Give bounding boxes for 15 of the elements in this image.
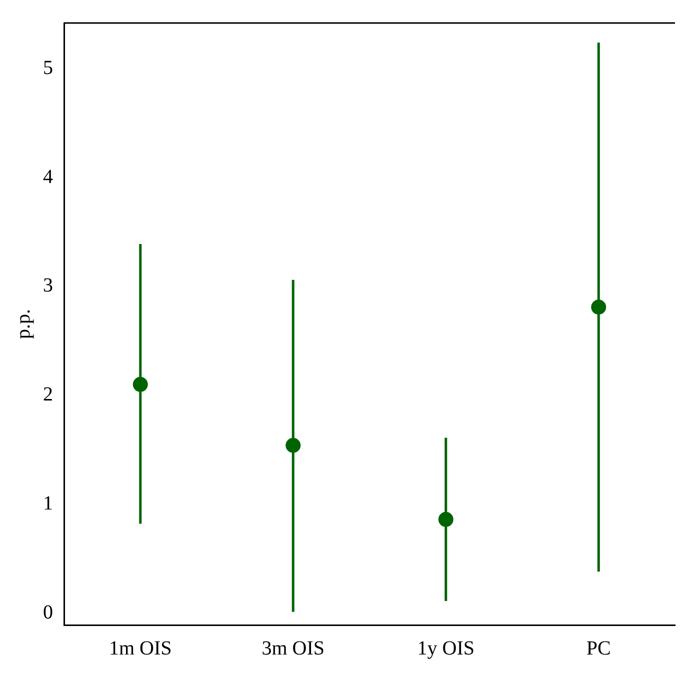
point bbox=[438, 512, 454, 527]
x-tick-label: 1y OIS bbox=[417, 637, 474, 660]
y-tick-label: 4 bbox=[43, 166, 53, 188]
y-axis-title: p.p. bbox=[12, 309, 34, 339]
point bbox=[286, 438, 301, 453]
x-tick-label: 3m OIS bbox=[262, 637, 325, 660]
y-tick-label: 0 bbox=[43, 601, 53, 624]
y-tick-label: 5 bbox=[43, 56, 53, 79]
x-tick-label: PC bbox=[586, 637, 611, 660]
x-tick-label: 1m OIS bbox=[108, 637, 172, 660]
y-tick-label: 3 bbox=[43, 274, 53, 297]
point bbox=[591, 300, 606, 315]
y-tick-label: 1 bbox=[43, 492, 53, 514]
y-tick-label: 2 bbox=[43, 384, 53, 406]
point bbox=[132, 376, 148, 392]
